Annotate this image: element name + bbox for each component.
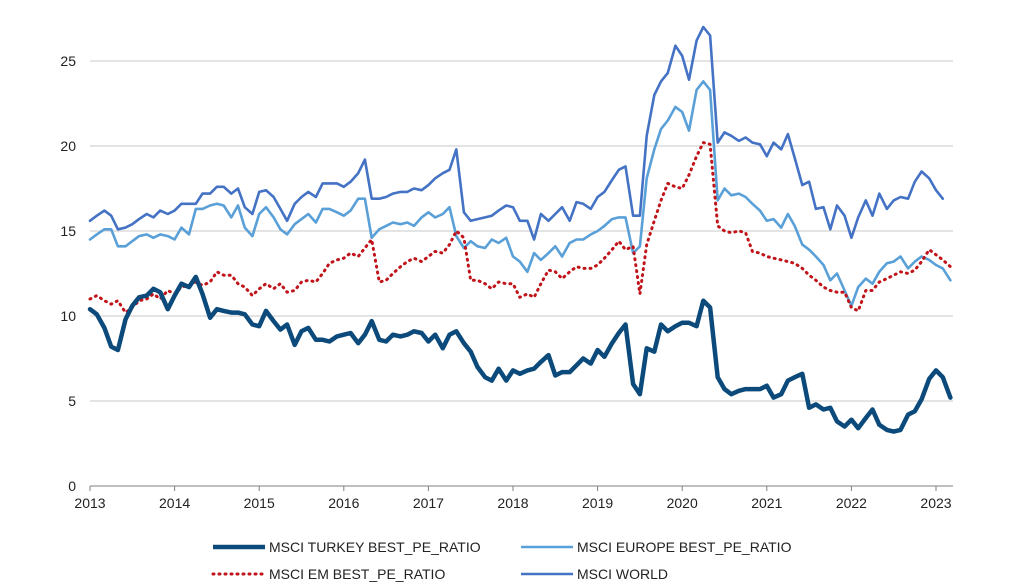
- x-tick-label-2015: 2015: [244, 495, 275, 511]
- series-line-msci-world: [88, 25, 945, 241]
- x-tick-label-2017: 2017: [413, 495, 444, 511]
- legend-label-msci-em-best-pe-ratio: MSCI EM BEST_PE_RATIO: [269, 566, 445, 582]
- y-tick-label-0: 0: [68, 478, 76, 494]
- series-line-msci-em-best-pe-ratio: [88, 141, 952, 315]
- legend-label-msci-europe-best-pe-ratio: MSCI EUROPE BEST_PE_RATIO: [577, 539, 792, 555]
- legend-label-msci-world: MSCI WORLD: [577, 566, 668, 582]
- x-tick-label-2020: 2020: [667, 495, 698, 511]
- axes: 0 5 10 15 20 25 2013 2014 2015 2016 2017 2018 2019 20…: [60, 53, 953, 511]
- y-tick-label-20: 20: [60, 138, 76, 154]
- y-tick-label-5: 5: [68, 393, 76, 409]
- y-tick-label-15: 15: [60, 223, 76, 239]
- x-tick-label-2018: 2018: [497, 495, 528, 511]
- x-tick-label-2021: 2021: [751, 495, 782, 511]
- legend: MSCI TURKEY BEST_PE_RATIO MSCI EUROPE BES…: [211, 539, 792, 582]
- gridlines: [90, 60, 953, 402]
- x-tick-label-2013: 2013: [74, 495, 105, 511]
- y-tick-label-25: 25: [60, 53, 76, 69]
- series-layer: [87, 25, 953, 434]
- series-line-msci-europe-best-pe-ratio: [88, 80, 952, 308]
- x-tick-label-2016: 2016: [328, 495, 359, 511]
- series-line-msci-turkey-best-pe-ratio: [87, 274, 953, 434]
- y-tick-label-10: 10: [60, 308, 76, 324]
- legend-label-msci-turkey-best-pe-ratio: MSCI TURKEY BEST_PE_RATIO: [269, 539, 481, 555]
- x-tick-label-2014: 2014: [159, 495, 190, 511]
- x-tick-label-2023: 2023: [920, 495, 951, 511]
- x-tick-label-2022: 2022: [836, 495, 867, 511]
- x-tick-label-2019: 2019: [582, 495, 613, 511]
